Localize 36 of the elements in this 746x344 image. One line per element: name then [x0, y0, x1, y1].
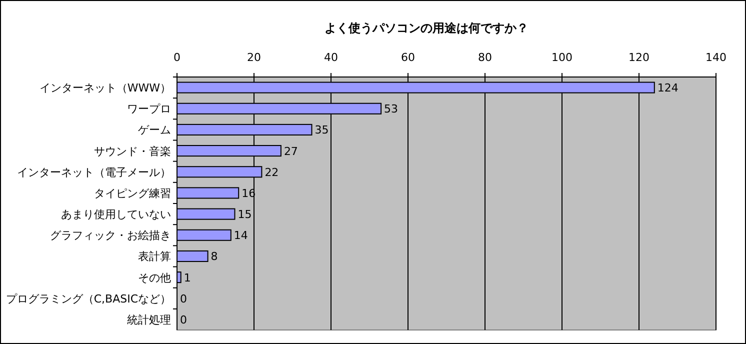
y-tick-label: その他 [138, 271, 171, 284]
y-tick-label: 表計算 [138, 250, 171, 264]
data-label: 22 [264, 166, 279, 179]
data-label: 124 [657, 82, 678, 95]
bar [176, 208, 236, 220]
y-tick-label: タイピング練習 [94, 186, 171, 200]
data-label: 8 [210, 250, 218, 264]
data-label: 53 [384, 102, 398, 116]
data-label: 0 [180, 313, 187, 326]
y-tick-label: あまり使用していない [61, 208, 171, 222]
bar [176, 250, 208, 262]
bar [176, 229, 232, 241]
data-label: 27 [284, 144, 298, 158]
x-tick-label: 80 [478, 51, 492, 64]
x-tick-label: 100 [552, 51, 572, 64]
chart-title: よく使うパソコンの用途は何ですか？ [324, 21, 528, 35]
x-tick-label: 120 [628, 51, 650, 64]
data-label: 1 [184, 271, 191, 284]
y-tick-label: プログラミング（C,BASICなど） [6, 292, 171, 306]
x-tick-label: 60 [401, 51, 415, 64]
data-label: 0 [180, 292, 187, 306]
y-tick-label: インターネット（電子メール） [17, 166, 171, 179]
y-tick-label: インターネット（WWW） [39, 82, 171, 95]
x-tick-label: 20 [247, 51, 261, 64]
x-tick-label: 140 [706, 51, 726, 64]
bar [176, 187, 240, 199]
data-label: 35 [314, 124, 329, 137]
y-tick-label: ワープロ [127, 102, 171, 116]
data-label: 14 [234, 229, 248, 242]
x-tick-label: 0 [174, 51, 180, 64]
y-tick-label: サウンド・音楽 [94, 144, 171, 158]
data-label: 15 [238, 208, 252, 222]
y-tick-label: グラフィック・お絵描き [50, 229, 171, 242]
y-tick-label: 統計処理 [127, 313, 171, 326]
y-tick-label: ゲーム [138, 124, 171, 137]
x-tick-label: 40 [324, 51, 338, 64]
